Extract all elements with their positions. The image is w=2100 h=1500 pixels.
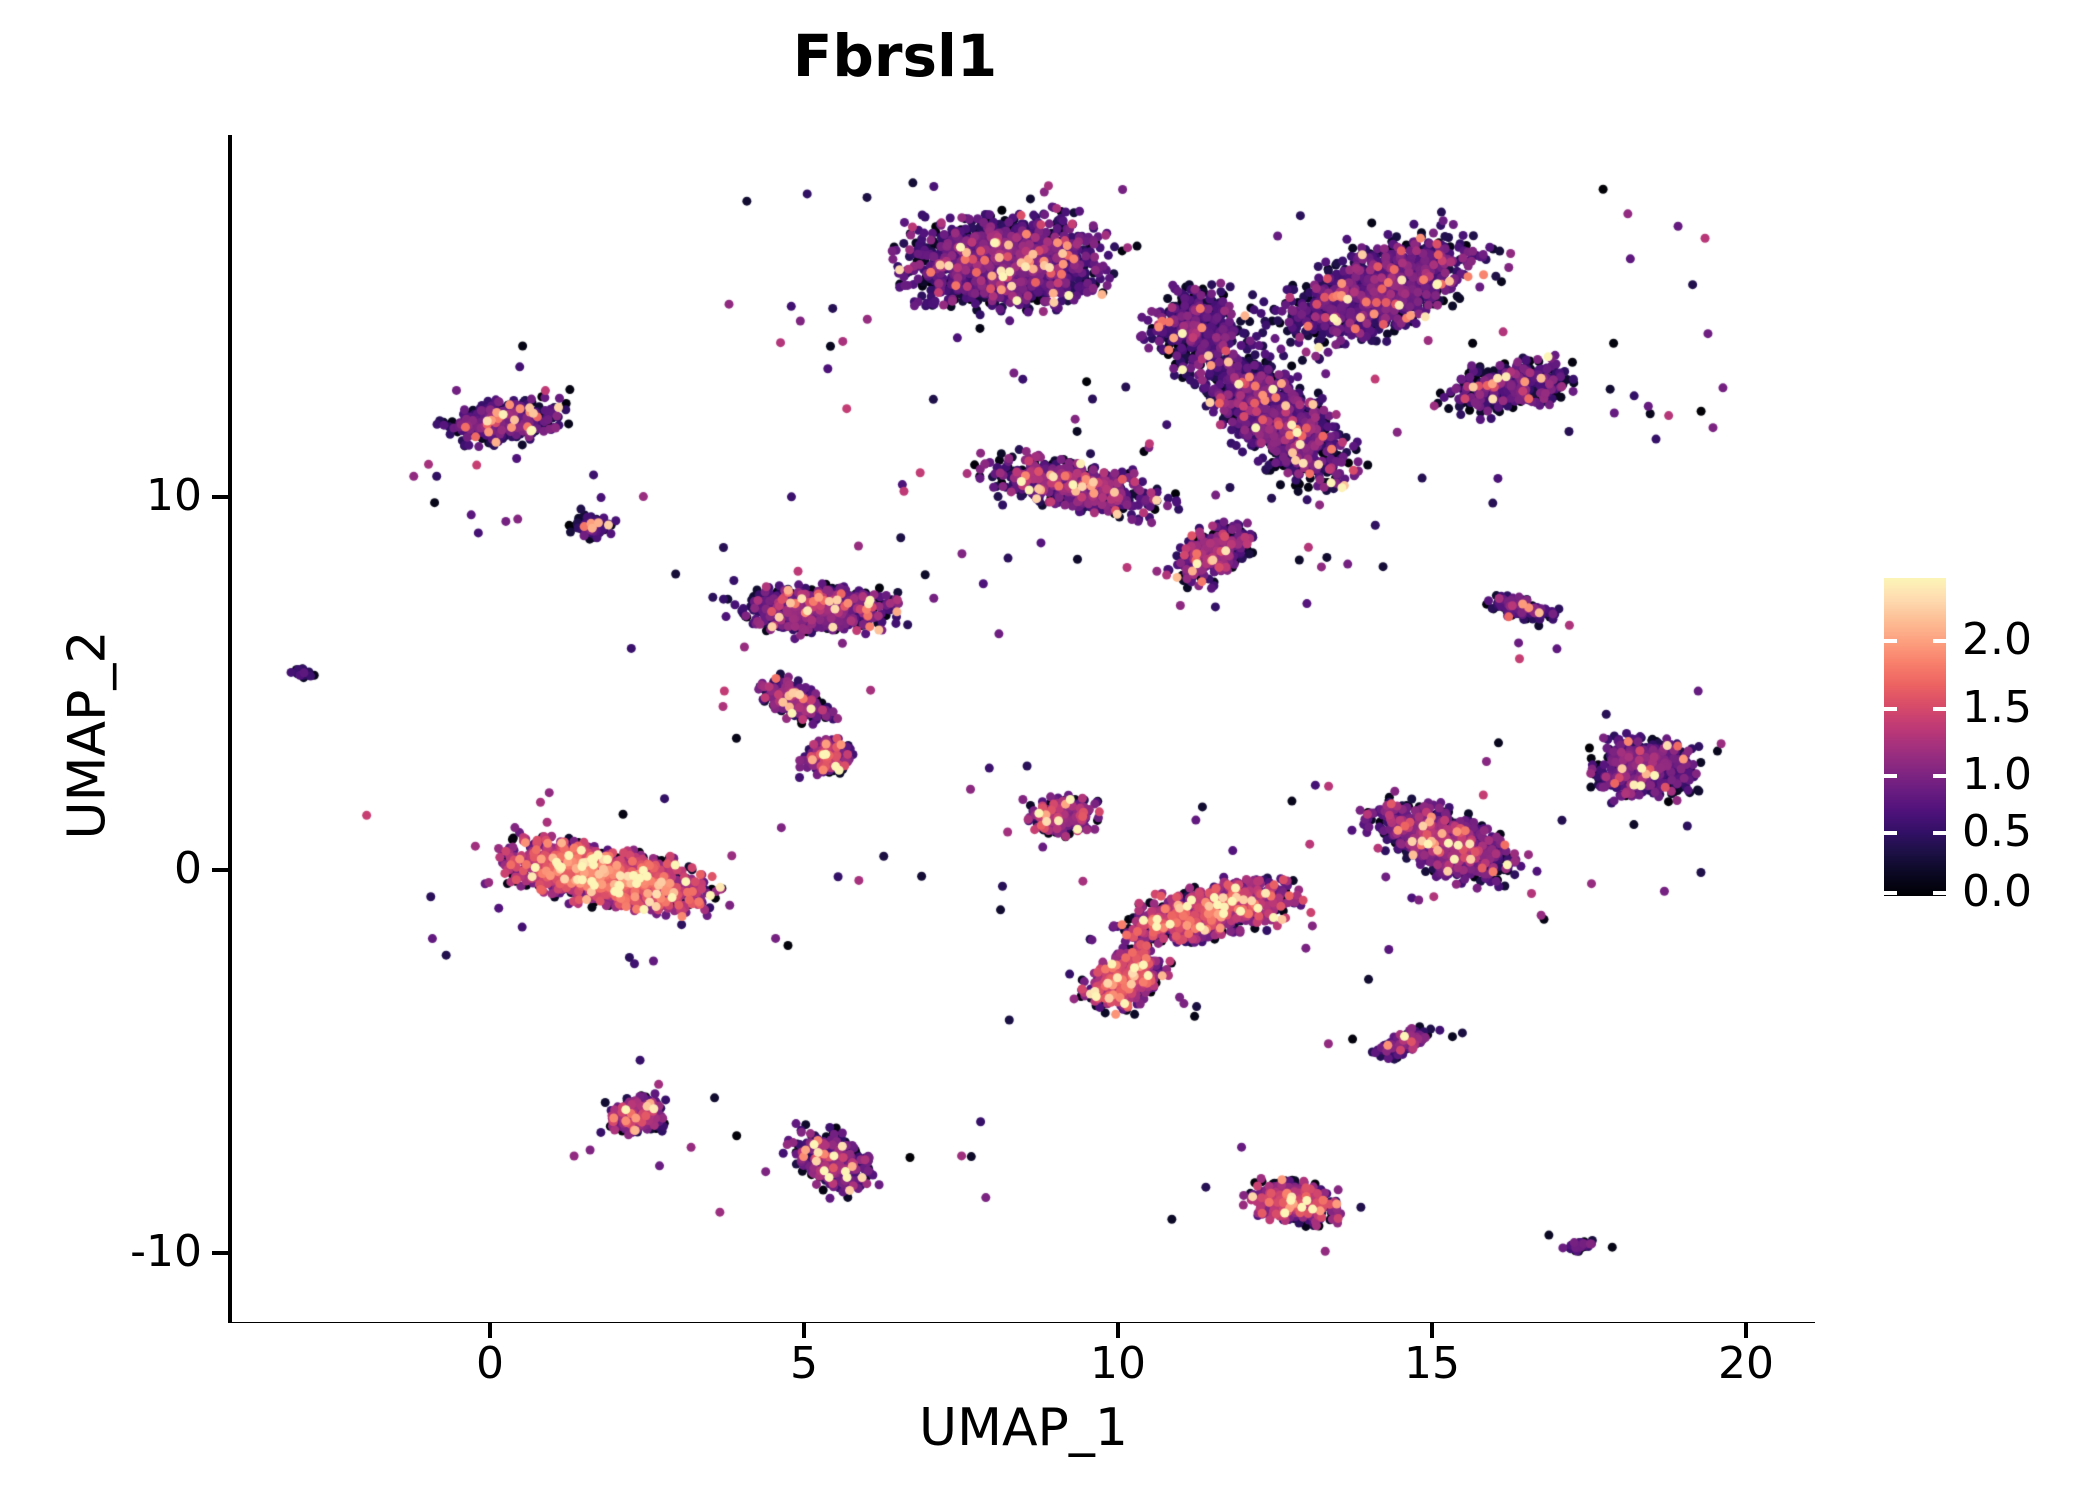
colorbar-gradient [1884,578,1946,896]
x-tick-mark-0 [488,1322,492,1338]
colorbar-tick-0-0-left [1884,891,1897,895]
y-tick-mark-0 [212,868,228,872]
colorbar-tick-2-0-right [1933,639,1946,643]
y-axis-label: UMAP_2 [57,630,118,840]
colorbar-label-1-0: 1.0 [1962,749,2032,800]
colorbar-label-2-0: 2.0 [1962,614,2032,665]
scatter-plot-area [232,135,1815,1322]
x-tick-mark-15 [1430,1322,1434,1338]
y-tick-mark-10 [212,495,228,499]
x-tick-label-0: 0 [476,1338,504,1389]
colorbar-tick-0-5-right [1933,831,1946,835]
x-tick-label-10: 10 [1090,1338,1146,1389]
colorbar-tick-1-0-right [1933,774,1946,778]
colorbar-label-0-0: 0.0 [1962,866,2032,917]
page-title: Fbrsl1 [792,22,998,90]
colorbar-tick-1-0-left [1884,774,1897,778]
x-tick-mark-20 [1744,1322,1748,1338]
colorbar-label-1-5: 1.5 [1962,682,2032,733]
x-tick-mark-5 [802,1322,806,1338]
x-axis-label: UMAP_1 [919,1398,1128,1458]
umap-scatter-canvas [232,135,1815,1322]
colorbar-tick-2-0-left [1884,639,1897,643]
y-tick-mark-minus-10 [212,1251,228,1255]
x-tick-label-5: 5 [790,1338,818,1389]
x-tick-label-15: 15 [1404,1338,1460,1389]
colorbar: 2.0 1.5 1.0 0.5 0.0 [1884,578,2084,914]
x-tick-mark-10 [1116,1322,1120,1338]
colorbar-tick-1-5-right [1933,707,1946,711]
y-tick-label-0: 0 [174,843,202,894]
colorbar-label-0-5: 0.5 [1962,806,2032,857]
colorbar-tick-0-0-right [1933,891,1946,895]
colorbar-tick-0-5-left [1884,831,1897,835]
x-tick-label-20: 20 [1718,1338,1774,1389]
y-tick-label-10: 10 [146,470,202,521]
y-tick-label-minus-10: -10 [130,1226,202,1277]
colorbar-tick-1-5-left [1884,707,1897,711]
y-axis-spine [228,135,233,1322]
